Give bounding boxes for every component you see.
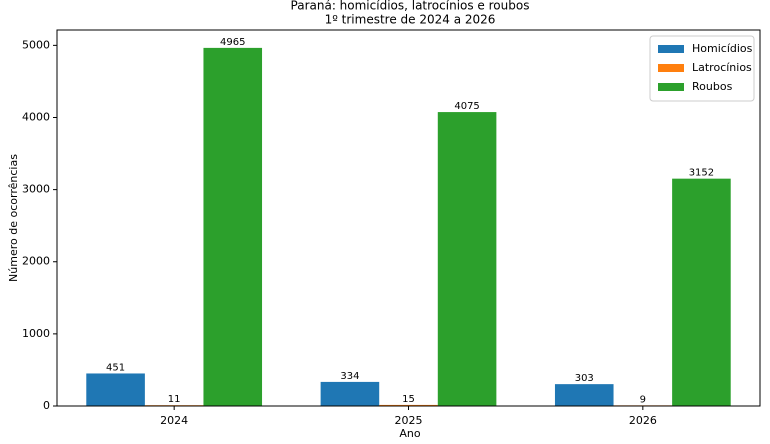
plot-frame bbox=[56, 29, 761, 407]
x-tick-label: 2024 bbox=[160, 414, 188, 427]
chart-title: Paraná: homicídios, latrocínios e roubos bbox=[291, 0, 530, 13]
legend-label: Homicídios bbox=[692, 42, 753, 55]
bar bbox=[554, 384, 614, 406]
y-tick-label: 5000 bbox=[22, 38, 50, 51]
y-tick-label: 1000 bbox=[22, 327, 50, 340]
legend-label: Roubos bbox=[692, 80, 733, 93]
y-tick-label: 3000 bbox=[22, 183, 50, 196]
data-label: 451 bbox=[106, 362, 125, 373]
bar bbox=[320, 381, 380, 406]
legend-label: Latrocínios bbox=[692, 61, 752, 74]
y-tick-label: 2000 bbox=[22, 255, 50, 268]
data-label: 9 bbox=[640, 394, 646, 405]
y-axis-label: Número de ocorrências bbox=[7, 154, 20, 282]
data-label: 334 bbox=[340, 371, 359, 382]
y-tick-label: 0 bbox=[43, 399, 50, 412]
legend-swatch bbox=[658, 83, 684, 91]
bar bbox=[437, 112, 497, 407]
data-label: 4075 bbox=[454, 101, 479, 112]
bar bbox=[379, 404, 438, 406]
legend-swatch bbox=[658, 64, 684, 72]
data-label: 15 bbox=[402, 394, 415, 405]
data-label: 4965 bbox=[220, 37, 245, 48]
y-tick-label: 4000 bbox=[22, 110, 50, 123]
data-label: 11 bbox=[168, 394, 181, 405]
x-tick-label: 2026 bbox=[629, 414, 657, 427]
data-label: 303 bbox=[575, 373, 594, 384]
x-axis-label: Ano bbox=[399, 427, 420, 440]
bar bbox=[86, 373, 145, 406]
bar bbox=[203, 47, 263, 407]
data-label: 3152 bbox=[689, 168, 714, 179]
legend-swatch bbox=[658, 45, 684, 53]
bar bbox=[672, 178, 731, 406]
x-tick-label: 2025 bbox=[395, 414, 423, 427]
chart-subtitle: 1º trimestre de 2024 a 2026 bbox=[325, 13, 496, 27]
